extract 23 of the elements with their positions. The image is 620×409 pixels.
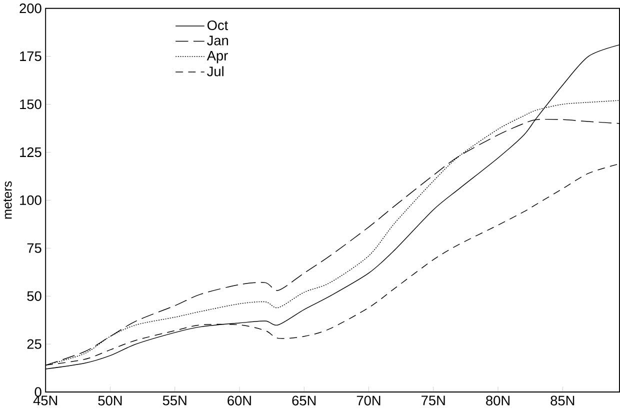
y-axis-title: meters: [4, 181, 12, 219]
x-tick-label: 45N: [33, 396, 58, 406]
y-tick-label: 25: [27, 339, 42, 349]
legend-label: Oct: [207, 20, 228, 30]
x-tick-label: 65N: [292, 396, 316, 406]
y-tick-label: 125: [20, 147, 42, 158]
y-tick-label: 50: [27, 291, 42, 301]
y-tick-label: 150: [20, 99, 42, 110]
legend-label: Jul: [207, 66, 224, 76]
y-tick-label: 200: [20, 4, 42, 14]
legend-label: Jan: [207, 36, 228, 46]
x-tick-label: 70N: [356, 396, 380, 406]
x-tick-label: 55N: [162, 396, 186, 406]
x-tick-label: 50N: [98, 396, 122, 406]
y-tick-label: 75: [27, 243, 42, 253]
x-tick-label: 85N: [550, 396, 574, 406]
x-tick-label: 80N: [486, 396, 510, 406]
y-tick-label: 175: [20, 52, 42, 62]
x-tick-label: 75N: [422, 396, 445, 406]
y-tick-label: 0: [34, 387, 42, 397]
y-tick-label: 100: [20, 195, 42, 206]
legend-label: Apr: [206, 51, 228, 64]
x-tick-label: 60N: [228, 396, 251, 406]
